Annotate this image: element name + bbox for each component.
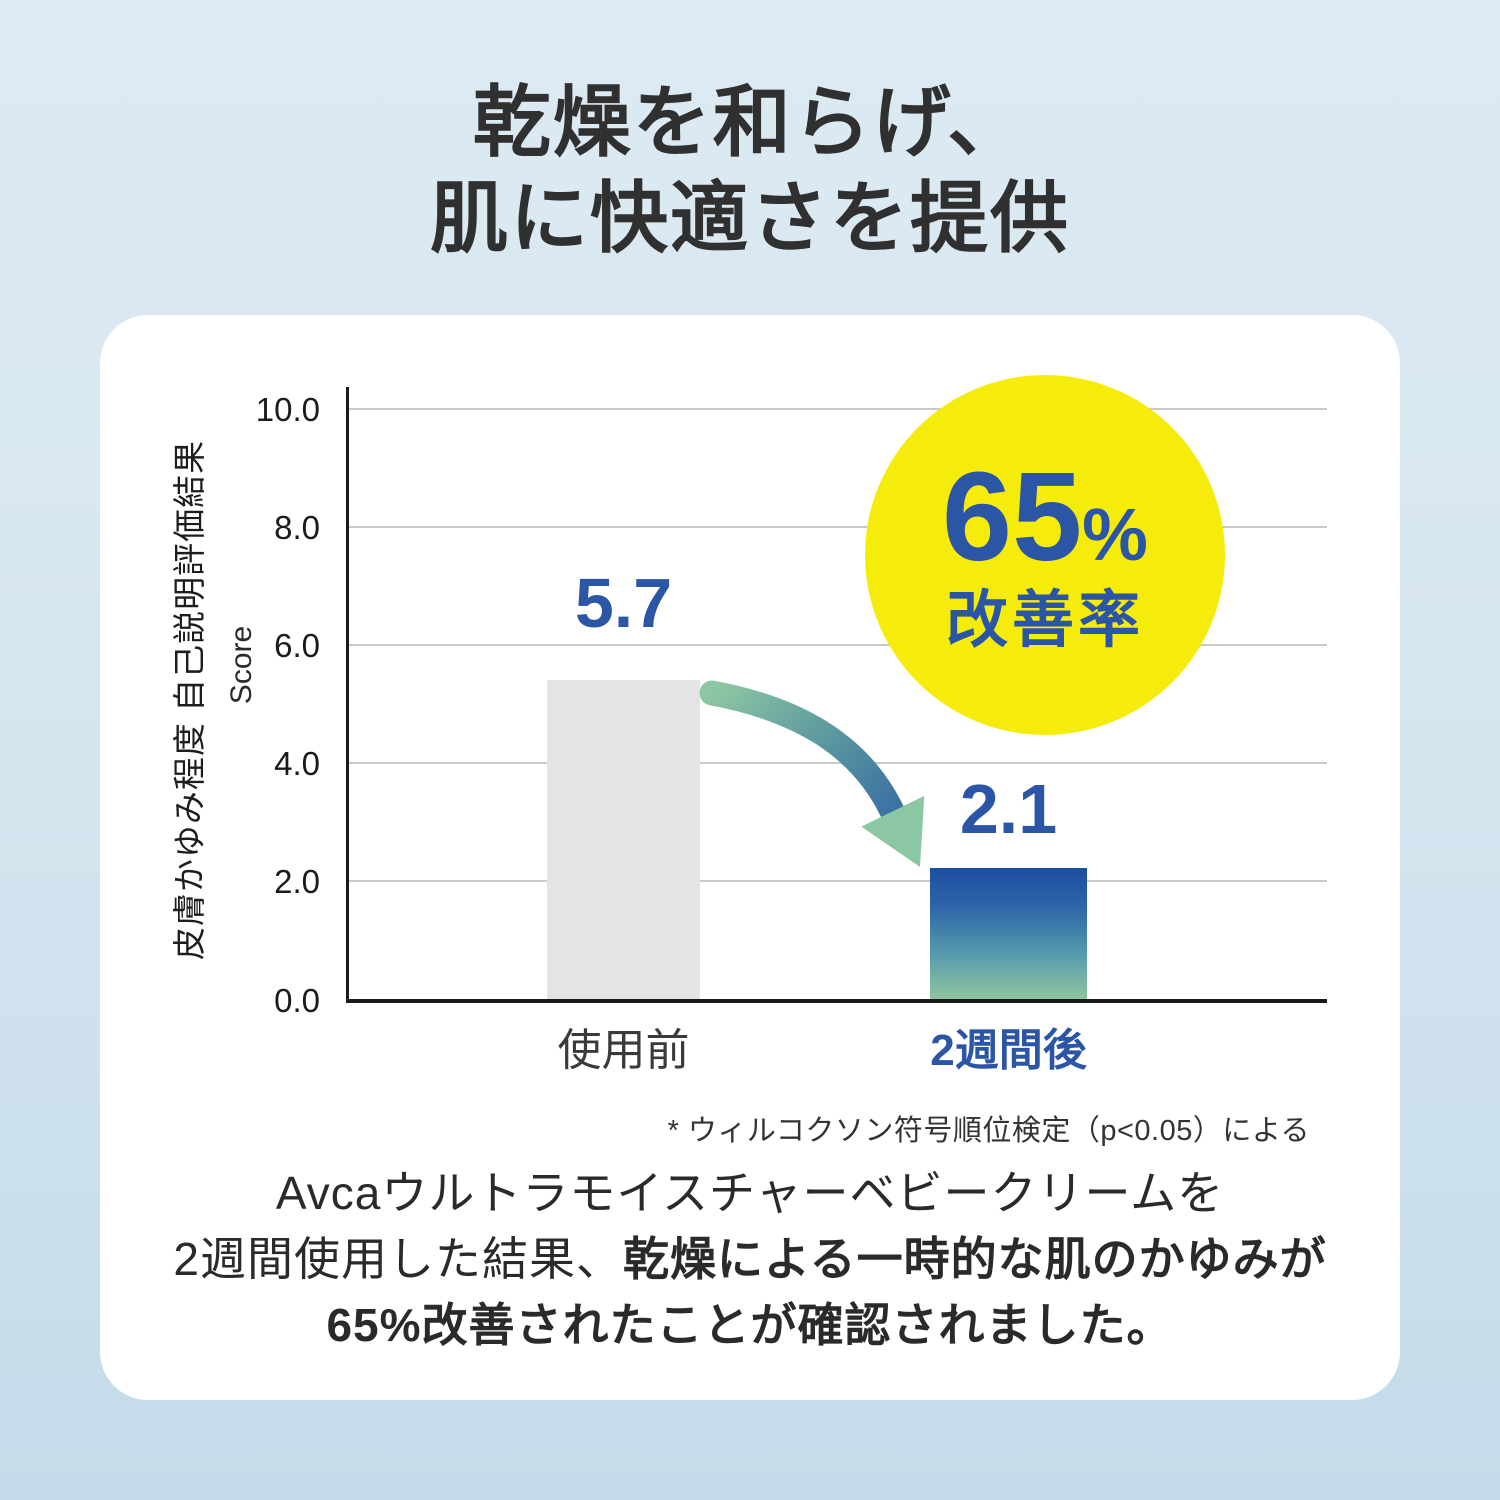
- gridline-6: [348, 644, 1327, 646]
- page-title: 乾燥を和らげ、 肌に快適さを提供: [0, 74, 1500, 266]
- bar-value-after: 2.1: [959, 770, 1058, 848]
- page-title-line1: 乾燥を和らげ、: [472, 78, 1028, 166]
- gridline-4: [348, 762, 1327, 764]
- x-label-after-2-weeks: 2週間後: [930, 1026, 1087, 1075]
- y-tick-2: 2.0: [274, 863, 320, 900]
- x-label-before-use: 使用前: [557, 1026, 690, 1075]
- page-title-line2: 肌に快適さを提供: [429, 174, 1070, 262]
- result-description-line1: Avcaウルトラモイスチャーベビークリームを: [275, 1167, 1225, 1219]
- y-tick-6: 6.0: [274, 627, 320, 664]
- bar-before-use: [547, 680, 700, 999]
- result-description-line2: 2週間使用した結果、乾燥による一時的な肌のかゆみが: [100, 1226, 1400, 1292]
- improvement-rate-value: 65%: [942, 454, 1148, 580]
- result-description: Avcaウルトラモイスチャーベビークリームを 2週間使用した結果、乾燥による一時…: [100, 1160, 1400, 1358]
- bar-after-2-weeks: [930, 868, 1087, 999]
- statistical-footnote: * ウィルコクソン符号順位検定（p<0.05）による: [667, 1115, 1310, 1147]
- improvement-rate-number: 65: [942, 446, 1083, 587]
- bar-value-before: 5.7: [574, 564, 673, 642]
- gridline-2: [348, 880, 1327, 882]
- gridline-8: [348, 526, 1327, 528]
- improvement-rate-badge: 65% 改善率: [865, 375, 1225, 735]
- x-axis-line: [348, 999, 1327, 1003]
- result-description-line2-bold: 乾燥による一時的な肌のかゆみが: [622, 1233, 1327, 1285]
- chart-card: 皮膚かゆみ程度 自己説明評価結果 Score 10.0 8.0 6.0 4.0 …: [100, 315, 1400, 1400]
- y-tick-0: 0.0: [274, 982, 320, 1019]
- percent-sign: %: [1082, 493, 1148, 576]
- y-axis-line: [346, 387, 349, 1003]
- y-tick-10: 10.0: [255, 391, 320, 428]
- y-tick-8: 8.0: [274, 509, 320, 546]
- y-axis-title: 皮膚かゆみ程度 自己説明評価結果: [171, 439, 208, 961]
- improvement-rate-label: 改善率: [945, 586, 1144, 655]
- gridline-10: [348, 408, 1327, 410]
- y-tick-4: 4.0: [274, 745, 320, 782]
- y-axis-subtitle: Score: [225, 625, 258, 705]
- result-description-line2-regular: 2週間使用した結果、: [173, 1233, 623, 1285]
- result-description-line3: 65%改善されたことが確認されました。: [326, 1299, 1174, 1351]
